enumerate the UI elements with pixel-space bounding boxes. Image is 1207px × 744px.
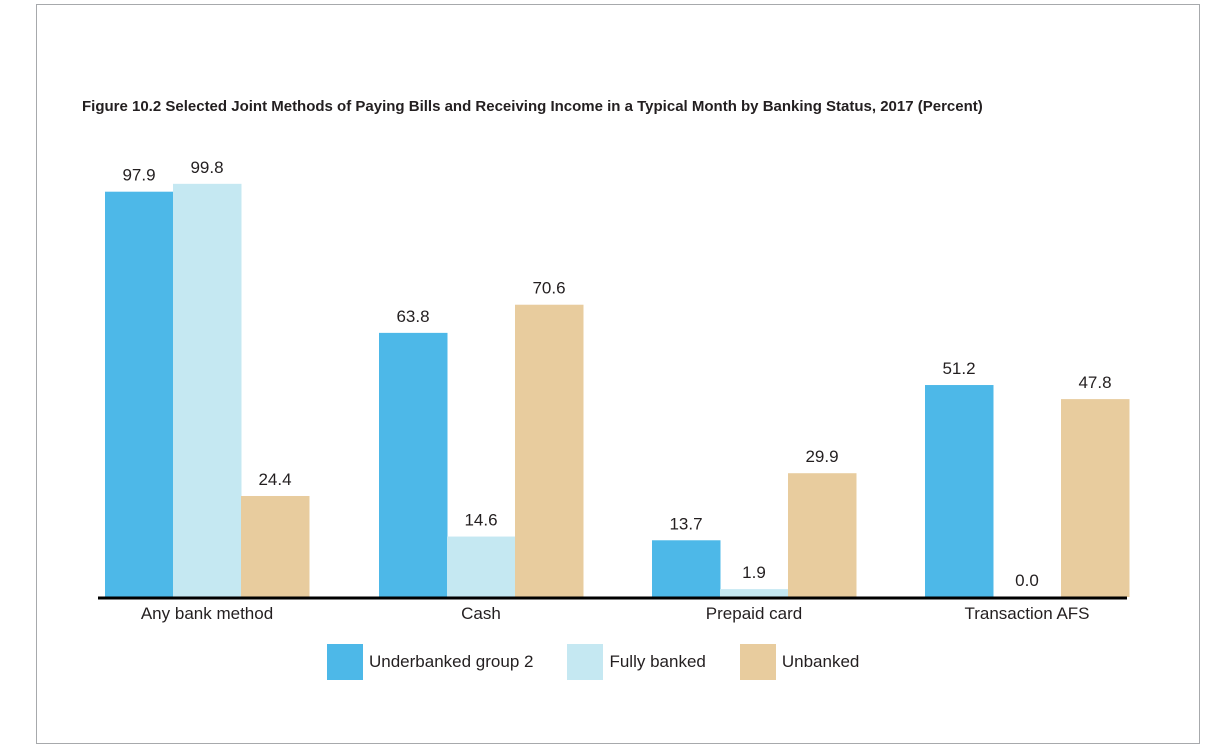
- value-label-cash-unbanked: 70.6: [532, 279, 565, 298]
- category-label-any-bank-method: Any bank method: [141, 604, 273, 623]
- chart-title: Figure 10.2 Selected Joint Methods of Pa…: [82, 98, 983, 115]
- legend-label-fully-banked: Fully banked: [609, 652, 706, 671]
- bar-cash-unbanked: [515, 304, 584, 597]
- category-label-group: Any bank method Cash Prepaid card Transacti…: [141, 604, 1090, 623]
- value-label-cash-underbanked-group-2: 63.8: [396, 307, 429, 326]
- category-label-prepaid-card: Prepaid card: [706, 604, 802, 623]
- value-label-transaction-afs-unbanked: 47.8: [1078, 373, 1111, 392]
- bar-any-bank-method-unbanked: [241, 495, 310, 597]
- bar-cash-underbanked-group-2: [379, 332, 448, 597]
- legend-label-underbanked: Underbanked group 2: [369, 652, 534, 671]
- value-label-cash-fully-banked: 14.6: [464, 511, 497, 530]
- category-label-cash: Cash: [461, 604, 501, 623]
- value-label-prepaid-card-unbanked: 29.9: [805, 447, 838, 466]
- bar-prepaid-card-fully-banked: [720, 589, 789, 597]
- value-label-prepaid-card-underbanked-group-2: 13.7: [669, 514, 702, 533]
- legend: Underbanked group 2 Fully banked Unbanke…: [327, 644, 893, 680]
- value-label-transaction-afs-underbanked-group-2: 51.2: [942, 359, 975, 378]
- legend-swatch-underbanked: [327, 644, 363, 680]
- category-label-transaction-afs: Transaction AFS: [964, 604, 1089, 623]
- bar-cash-fully-banked: [447, 536, 516, 597]
- legend-swatch-fully-banked: [567, 644, 604, 680]
- value-label-prepaid-card-fully-banked: 1.9: [742, 563, 766, 582]
- value-label-transaction-afs-fully-banked: 0.0: [1015, 571, 1039, 590]
- bar-any-bank-method-fully-banked: [173, 183, 242, 597]
- bar-transaction-afs-underbanked-group-2: [925, 385, 994, 597]
- legend-item-fully-banked: Fully banked: [567, 644, 706, 680]
- value-label-any-bank-method-unbanked: 24.4: [258, 470, 291, 489]
- bar-transaction-afs-unbanked: [1061, 399, 1130, 597]
- legend-swatch-unbanked: [739, 644, 776, 680]
- bar-prepaid-card-underbanked-group-2: [652, 540, 721, 597]
- value-label-any-bank-method-underbanked-group-2: 97.9: [122, 166, 155, 185]
- value-label-group: 97.9 99.8 24.4 63.8 14.6 70.6 13.7 1.9 29.9 51.2 0…: [122, 158, 1111, 590]
- bar-prepaid-card-unbanked: [788, 473, 857, 597]
- bar-group: [105, 183, 1130, 597]
- legend-item-underbanked: Underbanked group 2: [327, 644, 533, 680]
- value-label-any-bank-method-fully-banked: 99.8: [190, 158, 223, 177]
- legend-label-unbanked: Unbanked: [781, 652, 860, 671]
- legend-item-unbanked: Unbanked: [739, 644, 860, 680]
- bar-any-bank-method-underbanked-group-2: [105, 191, 174, 597]
